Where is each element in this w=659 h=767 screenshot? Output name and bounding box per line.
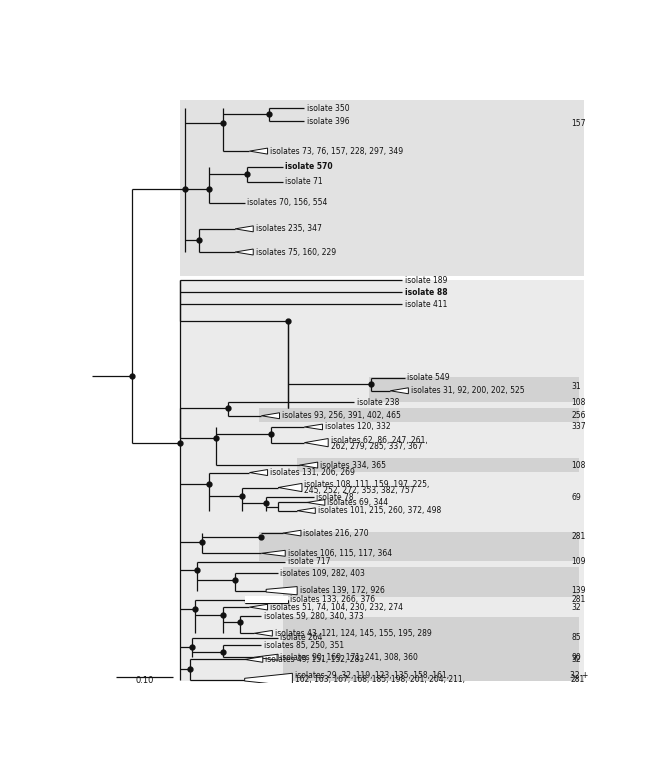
Polygon shape	[278, 483, 302, 492]
Text: isolate 549: isolate 549	[407, 374, 449, 383]
Text: 32: 32	[571, 603, 581, 611]
Text: 108: 108	[571, 461, 586, 469]
Polygon shape	[306, 499, 325, 505]
Text: isolate 717: isolate 717	[287, 557, 330, 566]
Polygon shape	[235, 225, 253, 232]
FancyBboxPatch shape	[259, 532, 579, 561]
Text: isolates 85, 250, 351: isolates 85, 250, 351	[264, 640, 344, 650]
Polygon shape	[262, 550, 285, 556]
Polygon shape	[262, 413, 279, 419]
Text: isolate 396: isolate 396	[306, 117, 349, 126]
Text: isolates 120, 332: isolates 120, 332	[325, 423, 391, 432]
Text: isolates 51, 74, 104, 230, 232, 274: isolates 51, 74, 104, 230, 232, 274	[270, 603, 403, 611]
Polygon shape	[283, 530, 301, 536]
Text: 85: 85	[571, 634, 581, 642]
Text: 32: 32	[571, 655, 581, 664]
Polygon shape	[304, 439, 328, 446]
Text: 245, 252, 272, 353, 382, 757: 245, 252, 272, 353, 382, 757	[304, 486, 415, 495]
FancyBboxPatch shape	[283, 567, 579, 597]
FancyBboxPatch shape	[283, 636, 579, 659]
FancyBboxPatch shape	[244, 596, 287, 604]
FancyBboxPatch shape	[180, 281, 584, 681]
Text: isolate 78: isolate 78	[316, 492, 354, 502]
Polygon shape	[244, 657, 263, 662]
Text: 262, 279, 285, 337, 367: 262, 279, 285, 337, 367	[331, 442, 422, 450]
Text: isolate 238: isolate 238	[357, 398, 399, 407]
Text: 109: 109	[571, 557, 586, 566]
Text: isolates 29, 32, 119, 123, 135, 158, 161,: isolates 29, 32, 119, 123, 135, 158, 161…	[295, 671, 449, 680]
Text: 337: 337	[571, 423, 587, 432]
Text: isolate 570: isolate 570	[285, 163, 333, 171]
Text: isolates 59, 280, 340, 373: isolates 59, 280, 340, 373	[264, 611, 363, 621]
Text: isolate 350: isolate 350	[306, 104, 349, 113]
Text: 139: 139	[571, 586, 586, 595]
Text: isolates 106, 115, 117, 364: isolates 106, 115, 117, 364	[287, 549, 391, 558]
Polygon shape	[304, 424, 322, 430]
Text: isolates 69, 344: isolates 69, 344	[328, 498, 388, 507]
Text: 108: 108	[571, 398, 586, 407]
Text: isolates 70, 156, 554: isolates 70, 156, 554	[247, 198, 328, 207]
Text: 31: 31	[571, 382, 581, 391]
Polygon shape	[297, 508, 315, 514]
Polygon shape	[250, 148, 268, 154]
Polygon shape	[390, 388, 409, 393]
FancyBboxPatch shape	[283, 617, 579, 681]
Text: isolates 216, 270: isolates 216, 270	[303, 528, 369, 538]
Text: 281: 281	[571, 532, 586, 542]
Polygon shape	[254, 630, 272, 636]
Polygon shape	[266, 587, 297, 594]
Text: 69: 69	[571, 492, 581, 502]
Text: isolates 43, 121, 124, 145, 155, 195, 289: isolates 43, 121, 124, 145, 155, 195, 28…	[275, 629, 432, 638]
Text: isolate 264: isolate 264	[281, 634, 323, 642]
Text: isolates 75, 160, 229: isolates 75, 160, 229	[256, 248, 336, 256]
Text: isolates 131, 206, 269: isolates 131, 206, 269	[270, 468, 355, 477]
FancyBboxPatch shape	[369, 377, 579, 402]
Polygon shape	[250, 469, 268, 476]
Text: isolates 49, 151, 152, 283: isolates 49, 151, 152, 283	[265, 655, 364, 664]
Text: isolates 73, 76, 157, 228, 297, 349: isolates 73, 76, 157, 228, 297, 349	[270, 146, 403, 156]
Polygon shape	[244, 673, 293, 686]
Text: isolate 71: isolate 71	[285, 177, 323, 186]
Text: isolates 90, 169, 171, 241, 308, 360: isolates 90, 169, 171, 241, 308, 360	[281, 653, 418, 662]
Polygon shape	[250, 604, 268, 610]
Text: isolates 62, 86, 247, 261,: isolates 62, 86, 247, 261,	[331, 436, 427, 445]
Text: isolates 101, 215, 260, 372, 498: isolates 101, 215, 260, 372, 498	[318, 506, 441, 515]
Text: isolates 108, 111, 159, 197, 225,: isolates 108, 111, 159, 197, 225,	[304, 480, 430, 489]
Polygon shape	[235, 249, 253, 255]
FancyBboxPatch shape	[259, 408, 579, 422]
Text: 162, 163, 167, 168, 185, 198, 201, 204, 211,: 162, 163, 167, 168, 185, 198, 201, 204, …	[295, 676, 465, 684]
Text: 281: 281	[570, 676, 585, 684]
Text: 157: 157	[571, 119, 586, 128]
Text: 90: 90	[571, 653, 581, 662]
Text: isolate 189: isolate 189	[405, 276, 447, 285]
Text: isolates 109, 282, 403: isolates 109, 282, 403	[281, 569, 365, 578]
FancyBboxPatch shape	[297, 459, 579, 472]
Text: isolates 334, 365: isolates 334, 365	[320, 461, 386, 469]
Text: isolates 133, 266, 376: isolates 133, 266, 376	[290, 595, 375, 604]
Text: 256: 256	[571, 411, 586, 420]
Text: isolates 235, 347: isolates 235, 347	[256, 225, 322, 233]
Text: isolates 139, 172, 926: isolates 139, 172, 926	[300, 586, 384, 595]
Polygon shape	[254, 654, 278, 660]
Polygon shape	[300, 462, 318, 468]
Text: 0.10: 0.10	[135, 676, 154, 685]
Text: isolates 93, 256, 391, 402, 465: isolates 93, 256, 391, 402, 465	[282, 411, 401, 420]
FancyBboxPatch shape	[180, 100, 584, 276]
Text: 32 +: 32 +	[570, 671, 588, 680]
Text: 281: 281	[571, 595, 586, 604]
Text: isolate 411: isolate 411	[405, 300, 447, 309]
Text: isolates 31, 92, 200, 202, 525: isolates 31, 92, 200, 202, 525	[411, 387, 525, 395]
Text: isolate 88: isolate 88	[405, 288, 447, 297]
